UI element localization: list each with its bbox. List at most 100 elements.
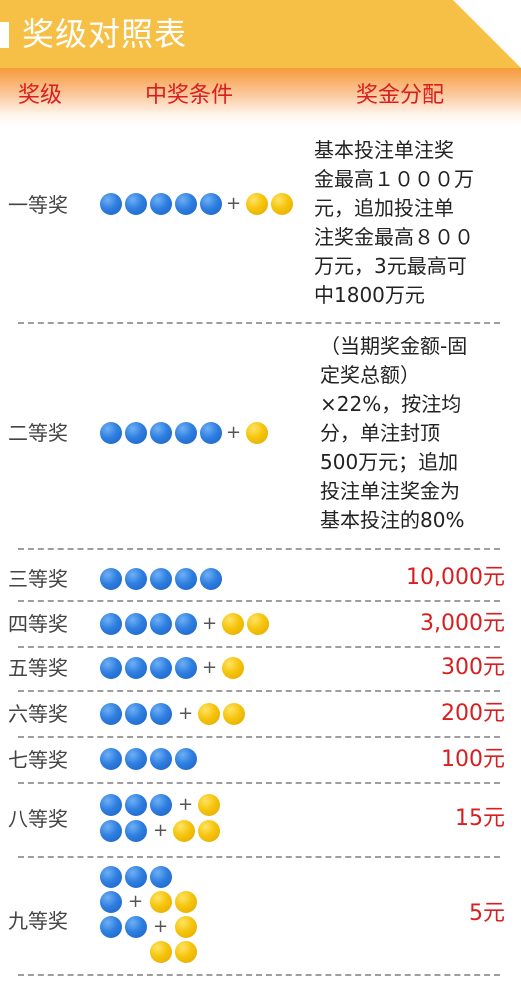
header-condition: 中奖条件 xyxy=(145,83,234,108)
table-row: 七等奖 100元 xyxy=(0,738,521,782)
blue-ball-icon xyxy=(150,568,172,590)
blue-ball-icon xyxy=(100,866,122,888)
blue-ball-icon xyxy=(150,703,172,725)
blue-ball-icon xyxy=(125,613,147,635)
header-level: 奖级 xyxy=(18,83,63,108)
prize-level: 五等奖 xyxy=(8,656,68,680)
row-divider xyxy=(18,646,500,648)
blue-ball-icon xyxy=(125,866,147,888)
yellow-ball-icon xyxy=(175,941,197,963)
prize-line: （当期奖金额-固 xyxy=(320,334,468,358)
prize-description: （当期奖金额-固 定奖总额） ×22%，按注均 分，单注封顶 500万元；追加 … xyxy=(320,332,515,535)
blue-ball-icon xyxy=(100,193,122,215)
yellow-ball-icon xyxy=(150,941,172,963)
blue-ball-icon xyxy=(100,820,122,842)
prize-amount: 5元 xyxy=(469,901,505,926)
blue-ball-icon xyxy=(100,794,122,816)
blue-ball-icon xyxy=(150,193,172,215)
title-bar: 奖级对照表 xyxy=(0,0,521,68)
blue-ball-icon xyxy=(125,193,147,215)
blue-ball-icon xyxy=(200,193,222,215)
blue-ball-icon xyxy=(175,193,197,215)
prize-level: 八等奖 xyxy=(8,807,68,831)
blue-ball-icon xyxy=(150,422,172,444)
plus-icon: + xyxy=(226,193,242,214)
prize-line: 中1800万元 xyxy=(314,283,425,307)
blue-ball-icon xyxy=(175,568,197,590)
row-divider xyxy=(18,782,500,784)
blue-ball-icon xyxy=(175,613,197,635)
table-row: 八等奖 + + 15元 xyxy=(0,784,521,854)
row-divider xyxy=(18,974,500,976)
plus-icon: + xyxy=(226,422,242,443)
blue-ball-icon xyxy=(100,657,122,679)
prize-line: 投注单注奖金为 xyxy=(320,479,460,503)
blue-ball-icon xyxy=(175,657,197,679)
blue-ball-icon xyxy=(100,422,122,444)
blue-ball-icon xyxy=(125,657,147,679)
row-divider xyxy=(18,736,500,738)
table-row: 六等奖 + 200元 xyxy=(0,692,521,736)
blue-ball-icon xyxy=(100,613,122,635)
blue-ball-icon xyxy=(125,422,147,444)
prize-line: 定奖总额） xyxy=(320,363,420,387)
prize-line: 元，追加投注单 xyxy=(314,196,454,220)
yellow-ball-icon xyxy=(246,193,268,215)
plus-icon: + xyxy=(153,916,169,937)
prize-level: 四等奖 xyxy=(8,612,68,636)
prize-description: 基本投注单注奖 金最高１０００万 元，追加投注单 注奖金最高８００ 万元，3元最… xyxy=(314,136,514,310)
yellow-ball-icon xyxy=(175,891,197,913)
blue-ball-icon xyxy=(125,794,147,816)
plus-icon: + xyxy=(178,703,194,724)
yellow-ball-icon xyxy=(198,794,220,816)
row-divider xyxy=(18,600,500,602)
prize-amount: 200元 xyxy=(441,701,505,726)
prize-level: 二等奖 xyxy=(8,421,68,445)
page-title: 奖级对照表 xyxy=(22,15,188,53)
prize-line: 注奖金最高８００ xyxy=(314,225,474,249)
plus-icon: + xyxy=(128,891,144,912)
prize-line: 分，单注封顶 xyxy=(320,421,440,445)
prize-amount: 10,000元 xyxy=(406,565,505,590)
prize-line: 500万元；追加 xyxy=(320,450,459,474)
title-corner-decoration xyxy=(453,0,521,68)
blue-ball-icon xyxy=(100,748,122,770)
yellow-ball-icon xyxy=(223,703,245,725)
plus-icon: + xyxy=(202,613,218,634)
blue-ball-icon xyxy=(150,866,172,888)
yellow-ball-icon xyxy=(271,193,293,215)
blue-ball-icon xyxy=(125,748,147,770)
row-divider xyxy=(18,856,500,858)
prize-level: 六等奖 xyxy=(8,702,68,726)
prize-amount: 100元 xyxy=(441,747,505,772)
yellow-ball-icon xyxy=(246,422,268,444)
blue-ball-icon xyxy=(100,891,122,913)
yellow-ball-icon xyxy=(247,613,269,635)
yellow-ball-icon xyxy=(198,703,220,725)
blue-ball-icon xyxy=(100,916,122,938)
blue-ball-icon xyxy=(150,657,172,679)
row-divider xyxy=(18,322,500,324)
yellow-ball-icon xyxy=(175,916,197,938)
prize-amount: 300元 xyxy=(441,655,505,680)
blue-ball-icon xyxy=(175,748,197,770)
prize-level: 七等奖 xyxy=(8,748,68,772)
blue-ball-icon xyxy=(200,568,222,590)
blue-ball-icon xyxy=(150,794,172,816)
prize-level: 九等奖 xyxy=(8,909,68,933)
prize-level: 三等奖 xyxy=(8,567,68,591)
plus-icon: + xyxy=(153,820,169,841)
blue-ball-icon xyxy=(100,703,122,725)
yellow-ball-icon xyxy=(222,657,244,679)
blue-ball-icon xyxy=(125,820,147,842)
prize-level: 一等奖 xyxy=(8,193,68,217)
prize-line: 万元，3元最高可 xyxy=(314,254,467,278)
prize-amount: 3,000元 xyxy=(420,611,505,636)
table-row: 九等奖 + + 5元 xyxy=(0,858,521,970)
blue-ball-icon xyxy=(150,748,172,770)
table-row: 四等奖 + 3,000元 xyxy=(0,602,521,646)
blue-ball-icon xyxy=(150,613,172,635)
blue-ball-icon xyxy=(200,422,222,444)
prize-line: 基本投注的80% xyxy=(320,508,465,532)
yellow-ball-icon xyxy=(198,820,220,842)
